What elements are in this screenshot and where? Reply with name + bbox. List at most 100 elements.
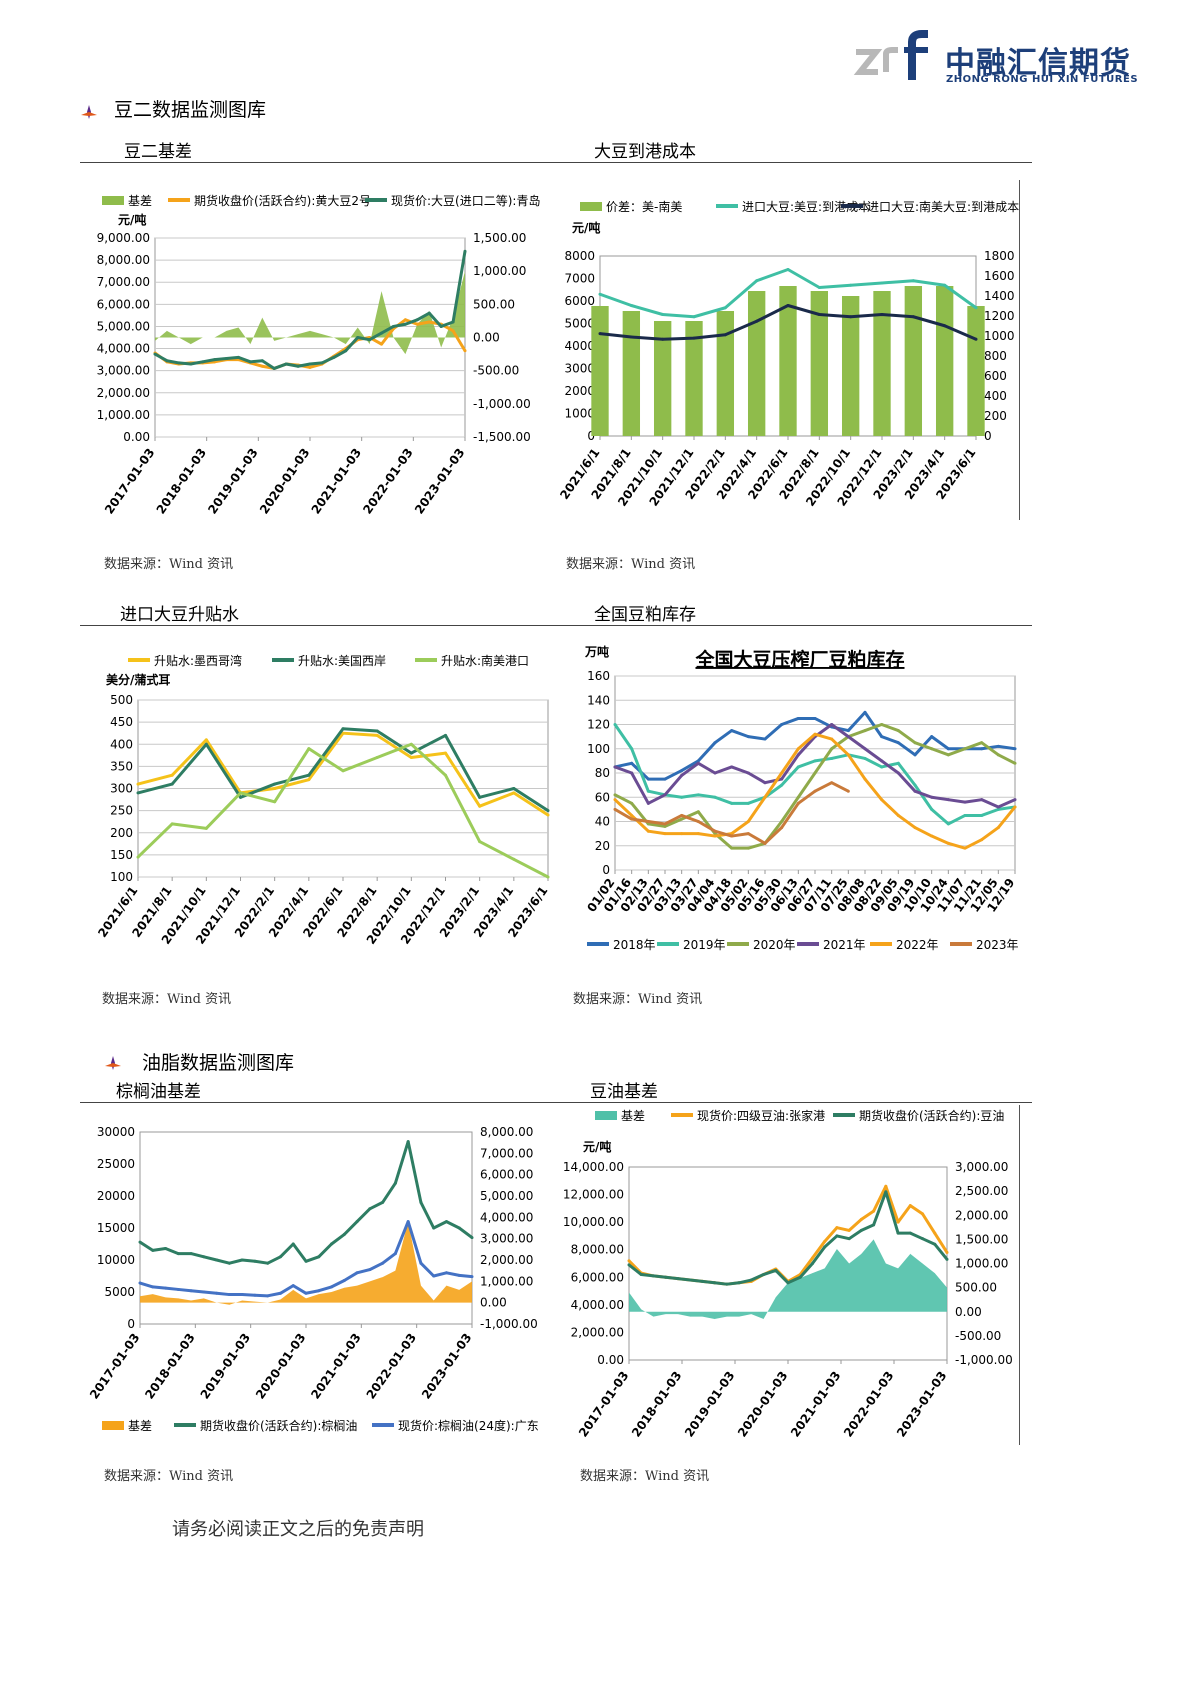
- data-point: [341, 769, 345, 773]
- data-point: [884, 1184, 888, 1188]
- legend-label: 2021年: [823, 938, 866, 952]
- data-point: [170, 822, 174, 826]
- data-point: [796, 801, 800, 805]
- data-point: [332, 355, 336, 359]
- series-area: [155, 271, 465, 355]
- data-point: [613, 765, 617, 769]
- data-point: [627, 1259, 631, 1263]
- data-point: [368, 338, 372, 342]
- bar: [935, 286, 954, 436]
- y-tick-label: 6,000.00: [571, 1270, 624, 1284]
- series-line: [139, 1220, 473, 1298]
- data-point: [451, 329, 455, 333]
- y-tick-label: 2,000.00: [571, 1325, 624, 1339]
- x-tick-label: 2019-01-03: [205, 446, 260, 517]
- y-tick-label: 0: [127, 1317, 135, 1331]
- data-point: [639, 1273, 643, 1277]
- data-point: [239, 791, 242, 795]
- y-tick-label: 140: [587, 693, 610, 707]
- data-point: [817, 313, 821, 316]
- data-point: [439, 324, 443, 328]
- chart-title-c6: 豆油基差: [590, 1082, 658, 1102]
- data-point: [817, 286, 821, 289]
- data-point: [713, 741, 717, 745]
- data-point: [730, 801, 734, 805]
- x-tick-label: 2017-01-03: [576, 1369, 631, 1440]
- data-point: [646, 801, 650, 805]
- data-point: [646, 820, 650, 823]
- y-tick-label: 450: [110, 715, 133, 729]
- data-point: [630, 761, 634, 765]
- data-point: [307, 773, 311, 777]
- data-point: [696, 759, 700, 763]
- disclaimer-footer: 请务必阅读正文之后的免责声明: [172, 1519, 424, 1540]
- y2-tick-label: -1,000.00: [480, 1317, 538, 1331]
- data-point: [974, 306, 978, 310]
- source-c1: 数据来源：Wind 资讯: [104, 557, 234, 572]
- data-point: [749, 1278, 753, 1282]
- section-bullet-icon: [105, 1056, 121, 1070]
- y-tick-label: 0.00: [123, 430, 150, 444]
- data-point: [813, 789, 817, 793]
- data-point: [663, 777, 667, 781]
- data-point: [896, 761, 900, 765]
- data-point: [696, 793, 700, 797]
- data-point: [713, 1281, 717, 1285]
- data-point: [943, 324, 947, 328]
- plot-frame: [628, 1166, 948, 1361]
- y-tick-label: 80: [595, 766, 610, 780]
- data-point: [278, 1291, 282, 1295]
- data-point: [177, 361, 181, 365]
- data-point: [381, 1261, 385, 1265]
- y-tick-label: 7000: [564, 272, 595, 286]
- data-point: [273, 782, 277, 786]
- data-point: [730, 846, 734, 850]
- section-title-oil: 油脂数据监测图库: [142, 1052, 295, 1074]
- divider: [80, 625, 1032, 626]
- data-point: [921, 1212, 925, 1216]
- data-point: [225, 357, 229, 361]
- data-point: [913, 783, 917, 787]
- data-point: [664, 1275, 668, 1279]
- data-point: [723, 306, 727, 310]
- data-point: [746, 820, 750, 823]
- data-point: [253, 1293, 257, 1297]
- y-tick-label: 8,000.00: [97, 253, 150, 267]
- data-point: [746, 846, 750, 850]
- data-point: [284, 362, 288, 366]
- y2-tick-label: 6,000.00: [480, 1168, 533, 1182]
- data-point: [859, 1228, 863, 1232]
- data-point: [913, 753, 917, 757]
- data-point: [546, 813, 550, 817]
- data-point: [393, 1181, 397, 1185]
- data-point: [880, 765, 884, 769]
- data-point: [946, 798, 950, 802]
- data-point: [630, 747, 634, 751]
- data-point: [763, 795, 767, 799]
- data-point: [796, 765, 800, 769]
- y2-tick-label: 0: [984, 429, 992, 443]
- data-point: [170, 782, 174, 786]
- data-point: [248, 360, 252, 364]
- y2-tick-label: 3,000.00: [955, 1160, 1008, 1174]
- x-tick-label: 2022-01-03: [841, 1369, 896, 1440]
- brand-name-en: ZHONG RONG HUI XIN FUTURES: [946, 74, 1139, 85]
- y-tick-label: 150: [110, 848, 133, 862]
- data-point: [713, 771, 717, 775]
- data-point: [663, 822, 667, 826]
- y-tick-label: 5,000.00: [97, 319, 150, 333]
- legend-label: 进口大豆:美豆:到港成本: [742, 200, 870, 214]
- y2-tick-label: 400: [984, 389, 1007, 403]
- data-point: [1013, 805, 1017, 809]
- data-point: [780, 777, 784, 781]
- data-point: [945, 1257, 949, 1261]
- y-tick-label: 20: [595, 839, 610, 853]
- data-point: [730, 765, 734, 769]
- data-point: [974, 337, 978, 341]
- y2-tick-label: 0.00: [480, 1296, 507, 1310]
- data-point: [880, 723, 884, 726]
- data-point: [227, 1293, 231, 1297]
- data-point: [930, 834, 934, 838]
- y-axis-unit: 元/吨: [118, 212, 146, 227]
- data-point: [863, 756, 867, 760]
